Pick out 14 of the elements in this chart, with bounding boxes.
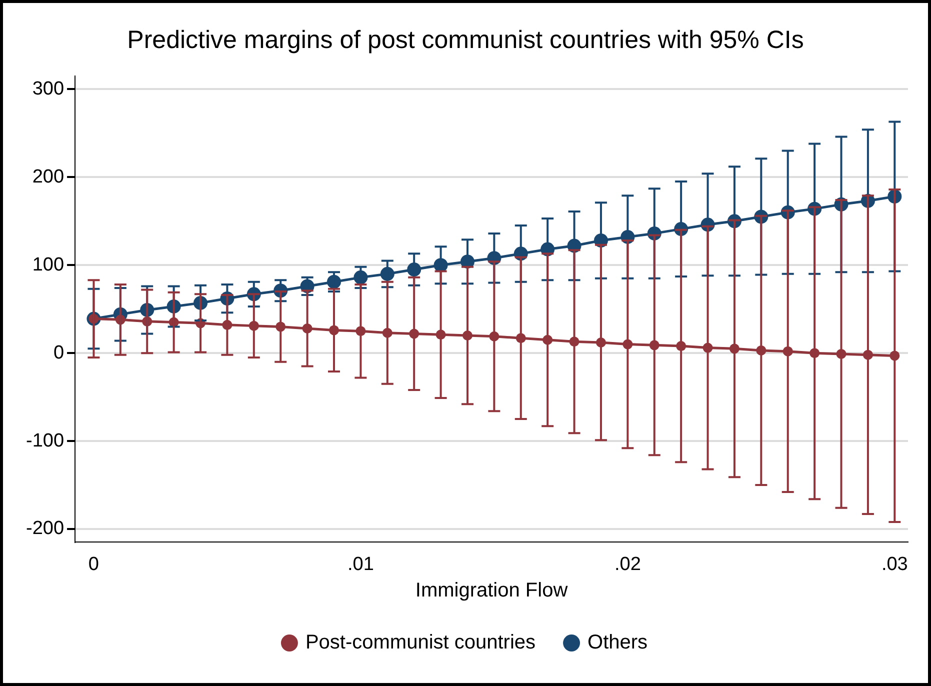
x-tick-label: .01 bbox=[347, 554, 374, 575]
x-tick-label: 0 bbox=[88, 554, 100, 575]
y-tick-label: 300 bbox=[32, 78, 64, 100]
y-tick-label: 0 bbox=[53, 342, 64, 364]
x-tick-label: .02 bbox=[614, 554, 641, 575]
y-tick-label: -200 bbox=[26, 518, 64, 540]
y-tick-label: 100 bbox=[32, 254, 64, 276]
x-axis-title: Immigration Flow bbox=[415, 580, 568, 602]
legend-label: Others bbox=[588, 632, 648, 654]
y-tick-label: -100 bbox=[26, 430, 64, 452]
legend-label: Post-communist countries bbox=[305, 632, 536, 654]
x-tick-label: .03 bbox=[881, 554, 908, 575]
y-tick-label: 200 bbox=[32, 166, 64, 188]
chart-title: Predictive margins of post communist countries with 95% CIs bbox=[127, 26, 804, 54]
